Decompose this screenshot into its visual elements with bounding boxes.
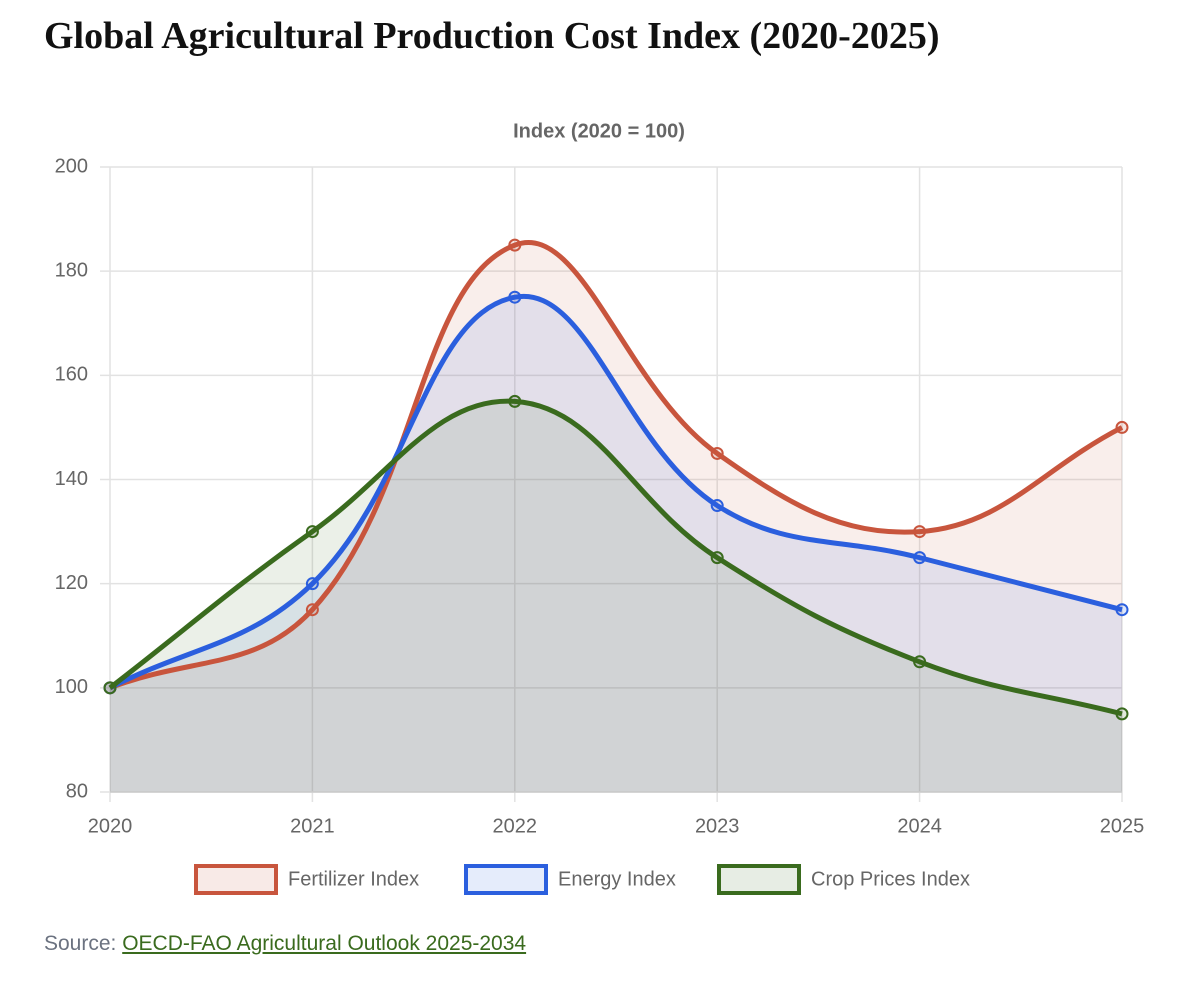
y-tick-label: 80 — [66, 780, 88, 802]
point — [508, 290, 522, 304]
y-tick-label: 120 — [55, 572, 88, 594]
point — [508, 238, 522, 252]
point — [913, 525, 927, 539]
x-tick-label: 2024 — [897, 815, 942, 837]
source: Source: OECD-FAO Agricultural Outlook 20… — [44, 932, 526, 956]
point — [305, 603, 319, 617]
legend-swatch — [717, 864, 801, 895]
x-tick-label: 2023 — [695, 815, 740, 837]
x-tick-label: 2025 — [1100, 815, 1145, 837]
legend-swatch — [194, 864, 278, 895]
x-tick-label: 2022 — [493, 815, 538, 837]
source-label: Source: — [44, 932, 117, 955]
point — [305, 577, 319, 591]
y-tick-label: 140 — [55, 468, 88, 490]
point — [305, 525, 319, 539]
point — [1115, 603, 1129, 617]
y-tick-label: 200 — [55, 155, 88, 177]
legend-label: Energy Index — [558, 868, 676, 890]
point — [1115, 707, 1129, 721]
x-tick-label: 2020 — [88, 815, 133, 837]
y-tick-label: 160 — [55, 364, 88, 386]
legend-swatch — [464, 864, 548, 895]
point — [710, 551, 724, 565]
y-tick-label: 180 — [55, 259, 88, 281]
area — [110, 242, 1122, 792]
point — [103, 681, 117, 695]
x-tick-label: 2021 — [290, 815, 335, 837]
y-tick-label: 100 — [55, 676, 88, 698]
source-link[interactable]: OECD-FAO Agricultural Outlook 2025-2034 — [122, 932, 527, 955]
point — [710, 499, 724, 513]
page-title: Global Agricultural Production Cost Inde… — [44, 15, 940, 57]
area — [110, 401, 1122, 792]
point — [913, 655, 927, 669]
y-axis-title: Index (2020 = 100) — [513, 120, 685, 142]
legend-label: Crop Prices Index — [811, 868, 970, 890]
line — [108, 293, 1123, 691]
point — [508, 394, 522, 408]
line — [108, 398, 1123, 717]
point — [710, 446, 724, 460]
point — [913, 551, 927, 565]
area — [110, 296, 1122, 792]
chart: Index (2020 = 100) 80 100 120 140 160 180 200 2… — [55, 120, 1145, 895]
line — [109, 240, 1124, 691]
legend-label: Fertilizer Index — [288, 868, 419, 890]
point — [1115, 420, 1129, 434]
